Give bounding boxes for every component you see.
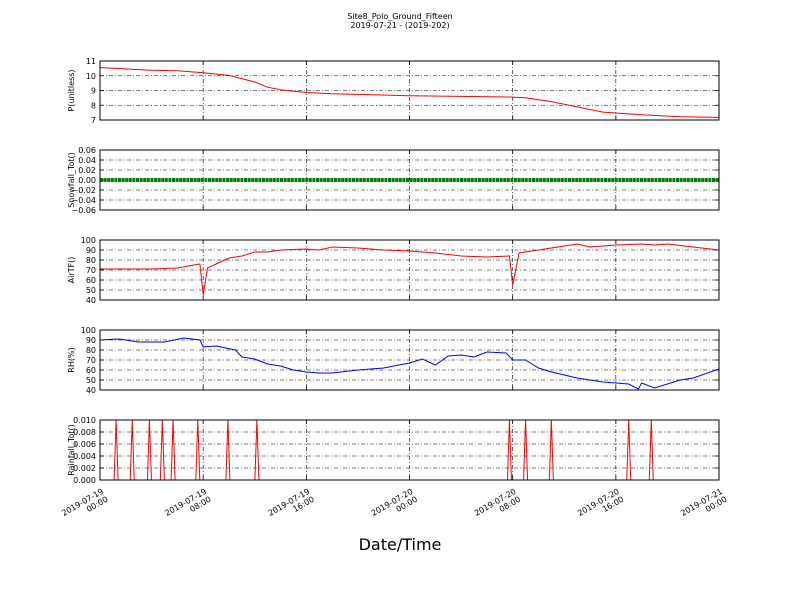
y-tick-label: 11 — [86, 57, 96, 66]
y-tick-label: 0.02 — [78, 166, 96, 175]
y-tick-label: 0.006 — [73, 440, 96, 449]
y-tick-label: −0.04 — [71, 196, 96, 205]
y-tick-label: 50 — [86, 376, 96, 385]
plot-frame — [99, 149, 720, 211]
figure-subtitle: 2019-07-21 - (2019-202) — [350, 21, 450, 30]
y-tick-label: 0.010 — [73, 416, 96, 425]
y-tick-label: 60 — [86, 366, 96, 375]
x-axis-label: Date/Time — [358, 535, 442, 554]
y-tick-label: 70 — [86, 356, 96, 365]
y-tick-label: 9 — [91, 87, 96, 96]
y-tick-label: 80 — [86, 256, 96, 265]
plot-frame — [99, 419, 720, 481]
y-tick-label: −0.02 — [71, 186, 96, 195]
y-axis-label: AirTF() — [67, 257, 76, 284]
y-tick-label: 8 — [91, 101, 96, 110]
y-tick-label: 10 — [86, 72, 96, 81]
y-tick-label: 90 — [86, 246, 96, 255]
y-tick-label: 80 — [86, 346, 96, 355]
y-axis-label: P(unitless) — [67, 69, 76, 111]
y-axis-label: Rainfall_Tot() — [67, 424, 76, 476]
series-line — [99, 337, 720, 390]
y-tick-label: 0.008 — [73, 428, 96, 437]
y-tick-label: 0.00 — [78, 176, 96, 185]
series-line — [100, 243, 720, 296]
y-tick-label: 100 — [81, 326, 96, 335]
y-tick-label: 0.004 — [73, 452, 96, 461]
y-tick-label: 0.06 — [78, 146, 96, 155]
plot-frame — [99, 60, 720, 121]
y-axis-label: Snowfall_Tot() — [67, 152, 76, 208]
y-tick-label: −0.06 — [71, 206, 96, 215]
plot-frame — [99, 329, 720, 391]
figure-title: Site8_Polo_Ground_Fifteen — [347, 12, 453, 21]
y-tick-label: 40 — [86, 296, 96, 305]
series-line — [99, 67, 720, 118]
panel-2: −0.06−0.04−0.020.000.020.040.06Snowfall_… — [67, 146, 720, 215]
y-tick-label: 40 — [86, 386, 96, 395]
y-tick-label: 90 — [86, 336, 96, 345]
y-axis-label: RH(%) — [67, 347, 76, 372]
panel-1: 7 8 9 10 11 P(unitless) — [67, 57, 720, 125]
y-tick-label: 70 — [86, 266, 96, 275]
y-tick-label: 0.002 — [73, 464, 96, 473]
y-tick-label: 50 — [86, 286, 96, 295]
y-tick-label: 0.000 — [73, 476, 96, 485]
y-tick-label: 0.04 — [78, 156, 96, 165]
plot-frame — [99, 239, 720, 301]
panel-5: 0.000 0.002 0.004 0.006 0.008 0.010Rainfall_T… — [67, 416, 720, 485]
y-tick-label: 7 — [91, 116, 96, 125]
y-tick-label: 60 — [86, 276, 96, 285]
y-tick-label: 100 — [81, 236, 96, 245]
